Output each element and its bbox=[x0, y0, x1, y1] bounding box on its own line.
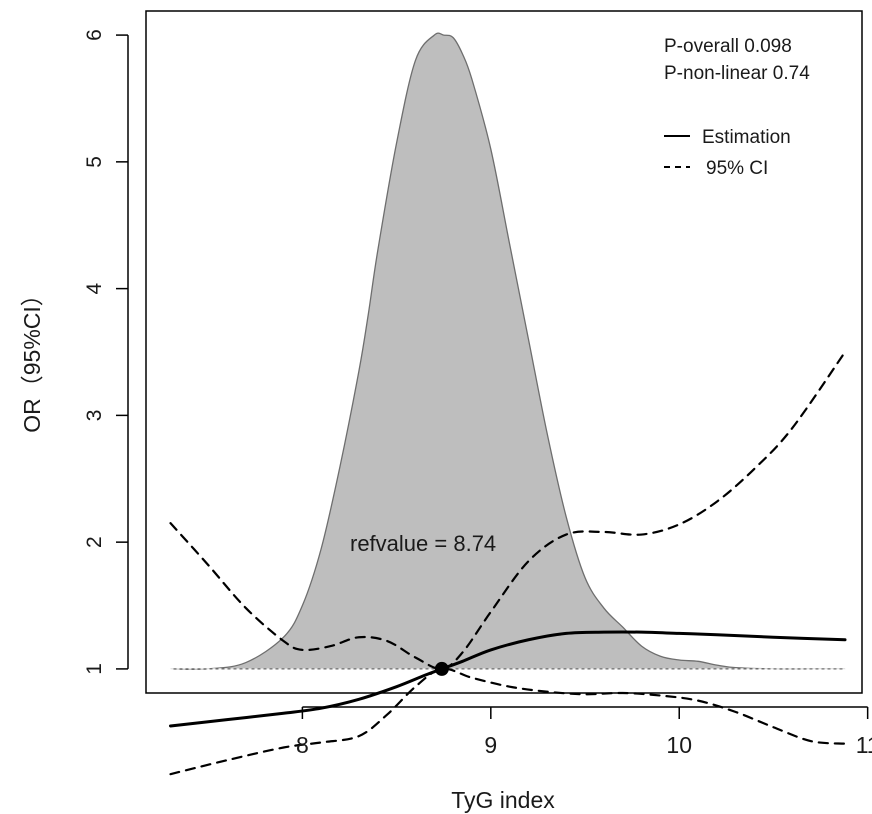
density-area bbox=[170, 32, 846, 671]
y-tick-label: 1 bbox=[83, 663, 106, 675]
legend-label-ci: 95% CI bbox=[706, 158, 768, 179]
y-tick-label: 2 bbox=[83, 536, 106, 548]
y-axis-label: OR（95%CI） bbox=[19, 283, 45, 433]
x-tick-label: 11 bbox=[856, 732, 872, 758]
reference-point bbox=[434, 661, 449, 676]
x-tick-label: 8 bbox=[296, 732, 309, 758]
density-layer bbox=[170, 32, 846, 671]
plot-box bbox=[145, 10, 863, 694]
x-axis: 8 9 10 11 bbox=[296, 706, 872, 758]
p-nonlinear-annotation: P-non-linear 0.74 bbox=[664, 63, 810, 84]
x-tick-label: 9 bbox=[484, 732, 497, 758]
y-tick-label: 5 bbox=[83, 156, 106, 168]
y-axis: 1 2 3 4 5 6 bbox=[83, 29, 129, 675]
series-line-95-ci-lower bbox=[169, 667, 847, 776]
reference-point-layer bbox=[434, 661, 449, 676]
series-layer bbox=[168, 350, 847, 776]
x-tick-label: 10 bbox=[666, 732, 692, 758]
legend-label-estimation: Estimation bbox=[702, 127, 791, 148]
p-overall-annotation: P-overall 0.098 bbox=[664, 36, 792, 57]
series-line-estimation bbox=[168, 630, 847, 728]
series-line-95-ci-upper bbox=[169, 350, 847, 671]
y-tick-label: 6 bbox=[83, 29, 106, 41]
x-axis-label: TyG index bbox=[451, 787, 555, 813]
legend: Estimation 95% CI bbox=[664, 127, 791, 179]
y-tick-label: 4 bbox=[83, 282, 106, 294]
refvalue-annotation: refvalue = 8.74 bbox=[350, 531, 496, 556]
y-tick-label: 3 bbox=[83, 410, 106, 422]
